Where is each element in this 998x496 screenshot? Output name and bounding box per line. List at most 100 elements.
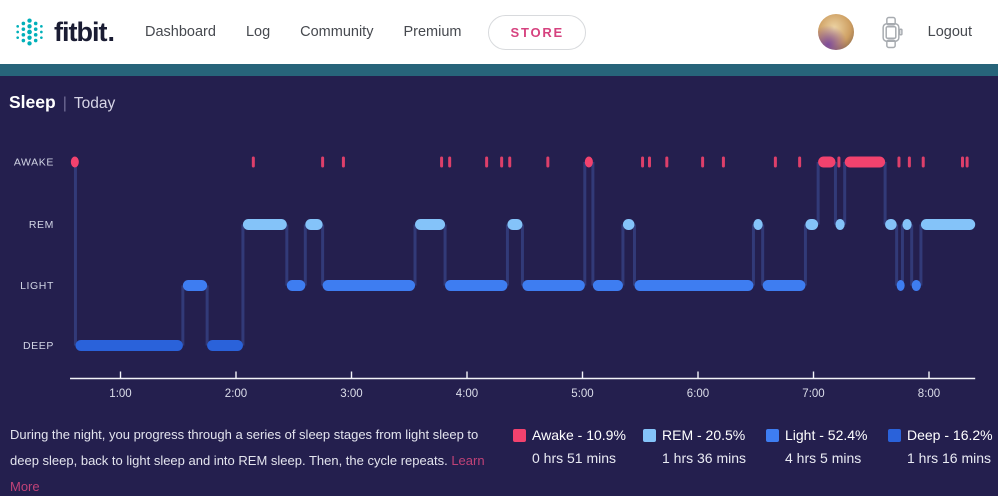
y-axis-label-deep: DEEP — [23, 340, 54, 352]
awake-tick[interactable] — [907, 156, 911, 168]
awake-tick[interactable] — [721, 156, 725, 168]
sleep-segment-rem[interactable] — [305, 219, 323, 230]
x-axis-tick-label: 3:00 — [340, 388, 362, 400]
sleep-segment-awake[interactable] — [844, 156, 886, 168]
legend-duration-rem: 1 hrs 36 mins — [662, 450, 747, 466]
nav-item-community[interactable]: Community — [300, 24, 374, 40]
y-axis-label-light: LIGHT — [20, 280, 54, 292]
top-nav: fitbit . Dashboard Log Community Premium… — [0, 0, 998, 64]
avatar[interactable] — [817, 14, 854, 50]
sleep-segment-rem[interactable] — [885, 219, 897, 230]
legend-swatch-deep — [888, 428, 901, 442]
brand-period: . — [107, 16, 115, 47]
awake-tick[interactable] — [647, 156, 651, 168]
sleep-segment-rem[interactable] — [242, 219, 287, 230]
awake-tick[interactable] — [341, 156, 345, 168]
legend-item-rem: REM - 20.5% 1 hrs 36 mins — [643, 427, 746, 466]
sleep-segment-deep[interactable] — [207, 340, 243, 351]
sleep-stages-chart[interactable]: AWAKE REM LIGHT DEEP 1:00 2:00 3:00 4:00 5:00 6:0… — [0, 140, 998, 408]
sleep-segment-light[interactable] — [762, 280, 806, 291]
awake-tick[interactable] — [921, 156, 925, 168]
y-axis-label-awake: AWAKE — [14, 157, 54, 169]
legend-label-deep: Deep - 16.2% — [907, 427, 993, 443]
awake-tick[interactable] — [798, 156, 802, 168]
awake-tick[interactable] — [665, 156, 669, 168]
sleep-segment-rem[interactable] — [805, 219, 819, 230]
awake-tick[interactable] — [448, 156, 452, 168]
legend-duration-light: 4 hrs 5 mins — [785, 450, 862, 466]
nav-right-group: Logout — [817, 14, 998, 50]
x-axis-tick-label: 8:00 — [918, 388, 940, 400]
sleep-segment-deep[interactable] — [75, 340, 183, 351]
sleep-segment-rem[interactable] — [920, 219, 976, 230]
sleep-segment-awake[interactable] — [584, 156, 593, 168]
awake-tick[interactable] — [773, 156, 777, 168]
legend-label-rem: REM - 20.5% — [662, 427, 746, 443]
sleep-segment-awake[interactable] — [70, 156, 79, 168]
learn-more-link[interactable]: Learn More — [10, 453, 485, 494]
legend-duration-awake: 0 hrs 51 mins — [532, 450, 617, 466]
x-axis-tick-label: 1:00 — [109, 388, 131, 400]
logout-link[interactable]: Logout — [927, 24, 972, 40]
sleep-segment-rem[interactable] — [415, 219, 446, 230]
sleep-segment-light[interactable] — [592, 280, 623, 291]
nav-item-premium[interactable]: Premium — [403, 24, 462, 40]
legend-duration-deep: 1 hrs 16 mins — [907, 450, 992, 466]
sleep-segment-rem[interactable] — [835, 219, 845, 230]
legend-swatch-light — [766, 428, 779, 442]
sleep-segment-light[interactable] — [182, 280, 208, 291]
title-sleep: Sleep — [9, 92, 56, 112]
x-axis-tick-label: 2:00 — [225, 388, 247, 400]
nav-item-log[interactable]: Log — [245, 24, 271, 40]
store-button[interactable]: STORE — [488, 14, 587, 50]
awake-tick[interactable] — [546, 156, 550, 168]
sleep-segment-light[interactable] — [522, 280, 585, 291]
accent-bar — [0, 64, 998, 76]
awake-tick[interactable] — [440, 156, 444, 168]
awake-tick[interactable] — [485, 156, 489, 168]
awake-tick[interactable] — [321, 156, 325, 168]
awake-tick[interactable] — [508, 156, 512, 168]
awake-tick[interactable] — [965, 156, 969, 168]
sleep-segment-light[interactable] — [445, 280, 508, 291]
x-axis-tick-label: 6:00 — [687, 388, 709, 400]
x-axis-tick-label: 4:00 — [456, 388, 478, 400]
sleep-segment-rem[interactable] — [507, 219, 523, 230]
sleep-segment-light[interactable] — [286, 280, 306, 291]
fitbit-logo[interactable]: fitbit . — [14, 14, 115, 50]
legend-label-light: Light - 52.4% — [785, 427, 868, 443]
awake-tick[interactable] — [500, 156, 504, 168]
legend-swatch-rem — [643, 428, 656, 442]
awake-tick[interactable] — [251, 156, 255, 168]
awake-tick[interactable] — [701, 156, 705, 168]
legend-item-awake: Awake - 10.9% 0 hrs 51 mins — [513, 427, 626, 466]
awake-tick[interactable] — [837, 156, 841, 168]
sleep-segment-awake[interactable] — [818, 156, 836, 168]
sleep-segment-rem[interactable] — [622, 219, 635, 230]
sleep-segment-rem[interactable] — [902, 219, 912, 230]
title-separator: | — [62, 95, 67, 112]
primary-nav: Dashboard Log Community Premium — [145, 24, 461, 40]
legend-item-light: Light - 52.4% 4 hrs 5 mins — [766, 427, 868, 466]
legend-label-awake: Awake - 10.9% — [532, 427, 626, 443]
page-title: Sleep | Today — [9, 92, 115, 113]
awake-tick[interactable] — [641, 156, 645, 168]
sleep-segment-light[interactable] — [634, 280, 754, 291]
sleep-description: During the night, you progress through a… — [10, 422, 490, 496]
watch-icon[interactable] — [879, 16, 903, 49]
awake-tick[interactable] — [897, 156, 901, 168]
sleep-segment-light[interactable] — [896, 280, 905, 291]
sleep-segment-light[interactable] — [911, 280, 921, 291]
x-axis-tick-label: 7:00 — [802, 388, 824, 400]
fitbit-logo-icon — [16, 18, 43, 46]
nav-item-dashboard[interactable]: Dashboard — [145, 24, 216, 40]
sleep-segment-rem[interactable] — [753, 219, 763, 230]
awake-tick[interactable] — [960, 156, 964, 168]
description-text: During the night, you progress through a… — [10, 427, 479, 468]
sleep-segment-light[interactable] — [322, 280, 416, 291]
y-axis-label-rem: REM — [29, 219, 54, 231]
x-axis-tick-label: 5:00 — [571, 388, 593, 400]
brand-wordmark: fitbit — [54, 16, 107, 47]
legend-swatch-awake — [513, 428, 526, 442]
